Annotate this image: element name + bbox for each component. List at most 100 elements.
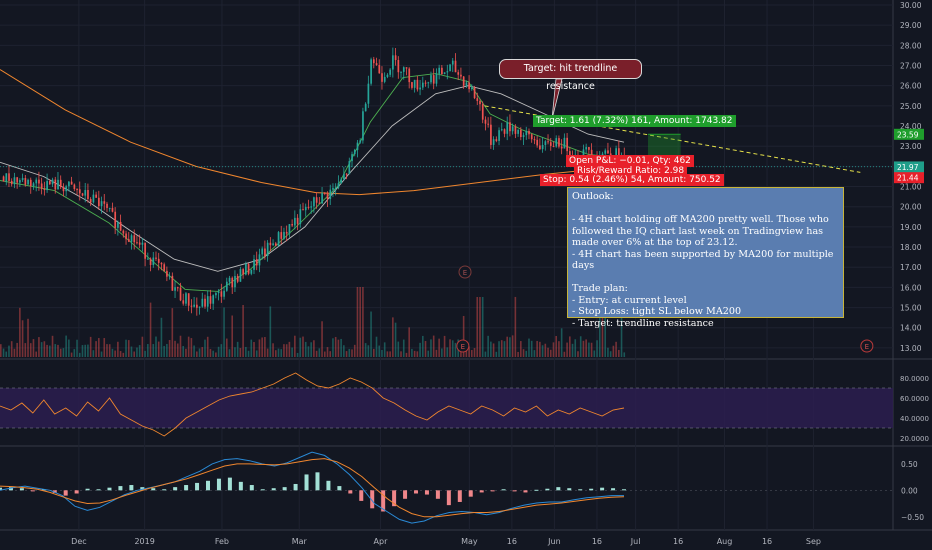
volume-bar: [24, 343, 27, 357]
volume-bar: [108, 344, 111, 357]
earnings-marker-label: E: [463, 269, 467, 277]
candle-body: [326, 193, 329, 199]
candle-body: [569, 151, 571, 157]
macd-histogram-bar: [271, 488, 276, 491]
candle-body: [585, 147, 588, 150]
target-callout[interactable]: Target: hit trendline resistance: [499, 59, 642, 92]
volume-bar: [57, 344, 59, 357]
candle-body: [402, 67, 405, 72]
candle-body: [187, 293, 190, 306]
candle-body: [362, 111, 364, 141]
candle-body: [364, 103, 367, 112]
volume-bar: [198, 348, 201, 357]
macd-histogram-bar: [545, 488, 550, 491]
candle-body: [185, 293, 187, 304]
candle-body: [438, 67, 441, 74]
volume-bar: [487, 335, 489, 357]
volume-bar: [402, 339, 405, 357]
volume-bar: [307, 346, 310, 357]
macd-histogram-bar: [611, 488, 616, 491]
candle-body: [24, 178, 27, 185]
candle-body: [421, 82, 424, 88]
candle-body: [323, 192, 326, 194]
candle-body: [416, 79, 419, 90]
candle-body: [258, 254, 261, 266]
volume-bar: [2, 348, 5, 357]
candle-body: [400, 71, 402, 73]
candle-body: [413, 79, 416, 88]
y-tick-label: 14.00: [900, 324, 922, 333]
volume-bar: [539, 341, 541, 357]
candle-body: [130, 235, 133, 242]
candle-body: [29, 179, 32, 187]
candle-body: [490, 124, 492, 145]
candle-body: [166, 270, 168, 277]
note-title: Outlook:: [572, 191, 614, 202]
macd-histogram-bar: [414, 490, 419, 494]
volume-bar: [27, 318, 29, 357]
volume-bar: [176, 343, 179, 357]
candle-body: [465, 82, 468, 86]
candle-body: [386, 74, 389, 77]
candle-body: [408, 68, 411, 83]
volume-bar: [0, 344, 2, 357]
volume-bar: [212, 350, 214, 357]
earnings-marker-label: E: [461, 343, 465, 351]
volume-bar: [21, 320, 24, 357]
candle-body: [152, 257, 155, 265]
volume-bar: [533, 350, 536, 357]
candle-body: [215, 293, 217, 296]
y-tick-label: 28.00: [900, 41, 922, 50]
volume-bar: [462, 315, 465, 357]
volume-bar: [438, 338, 440, 357]
macd-histogram-bar: [567, 488, 572, 491]
candle-body: [236, 275, 239, 282]
candle-body: [525, 130, 528, 136]
volume-bar: [372, 348, 375, 357]
volume-bar: [389, 351, 391, 357]
volume-bar: [171, 308, 174, 357]
candle-body: [288, 224, 291, 234]
candle-body: [65, 186, 68, 192]
volume-bar: [299, 337, 302, 357]
candle-body: [520, 129, 522, 138]
volume-bar: [552, 342, 555, 357]
volume-bar: [394, 322, 397, 357]
candle-body: [136, 242, 138, 244]
candle-body: [615, 148, 617, 159]
volume-bar: [612, 345, 615, 357]
macd-histogram-bar: [622, 489, 627, 491]
volume-bar: [95, 341, 97, 357]
volume-bar: [484, 351, 487, 357]
volume-bar: [313, 340, 315, 357]
volume-bar: [81, 345, 84, 357]
outlook-note[interactable]: Outlook: - 4H chart holding off MA200 pr…: [567, 187, 844, 329]
volume-bar: [54, 344, 57, 357]
signal-line: [0, 458, 625, 518]
volume-bar: [555, 335, 558, 357]
volume-bar: [356, 287, 359, 357]
candle-body: [87, 190, 89, 199]
candle-body: [92, 194, 95, 203]
volume-bar: [19, 307, 21, 357]
volume-bar: [255, 350, 258, 357]
volume-bar: [84, 344, 86, 357]
volume-bar: [525, 350, 528, 357]
candle-body: [119, 221, 122, 231]
candle-body: [588, 147, 590, 150]
x-tick-label: 16: [592, 537, 602, 546]
volume-bar: [302, 336, 304, 357]
volume-bar: [187, 336, 190, 357]
macd-histogram-bar: [490, 490, 495, 492]
candle-body: [209, 296, 212, 304]
candle-body: [435, 73, 438, 84]
price-tag-label: 21.44: [897, 174, 919, 183]
y-tick-label: 21.00: [900, 183, 922, 192]
macd-histogram-bar: [589, 488, 594, 491]
volume-bar: [574, 339, 577, 357]
candle-body: [318, 202, 321, 204]
candle-body: [411, 82, 413, 88]
candle-body: [171, 275, 174, 291]
x-tick-label: Aug: [717, 537, 733, 546]
